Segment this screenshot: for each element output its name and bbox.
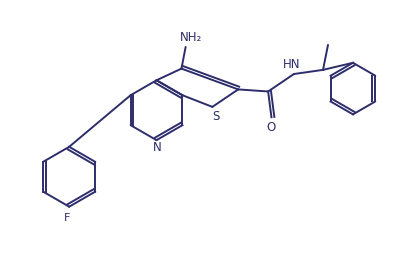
Text: NH₂: NH₂: [179, 31, 202, 44]
Text: N: N: [153, 141, 162, 154]
Text: HN: HN: [283, 58, 301, 71]
Text: S: S: [212, 110, 219, 123]
Text: F: F: [64, 213, 70, 223]
Text: O: O: [267, 121, 276, 134]
